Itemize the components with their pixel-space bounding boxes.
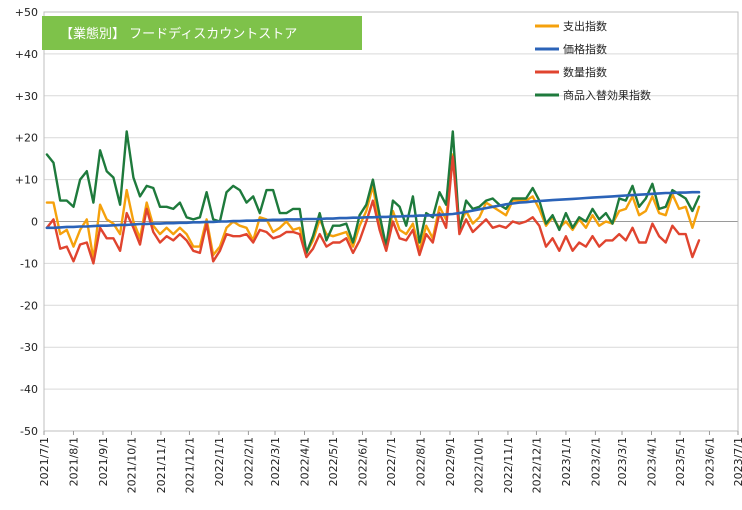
x-tick-label: 2022/3/1 bbox=[269, 437, 282, 486]
y-tick-label: +50 bbox=[15, 6, 38, 19]
y-tick-label: -20 bbox=[20, 299, 38, 312]
series-line-2 bbox=[45, 155, 701, 265]
x-tick-label: 2021/9/1 bbox=[97, 437, 110, 486]
y-tick-label: -10 bbox=[20, 257, 38, 270]
x-tick-label: 2022/9/1 bbox=[444, 437, 457, 486]
series-lines bbox=[45, 130, 701, 265]
x-tick-label: 2022/6/1 bbox=[356, 437, 369, 486]
x-tick-label: 2022/5/1 bbox=[327, 437, 340, 486]
x-tick-label: 2022/10/1 bbox=[472, 437, 485, 493]
x-tick-label: 2022/8/1 bbox=[414, 437, 427, 486]
x-tick-label: 2021/12/1 bbox=[183, 437, 196, 493]
x-tick-label: 2023/1/1 bbox=[560, 437, 573, 486]
y-tick-label: +30 bbox=[15, 90, 38, 103]
x-tick-label: 2022/12/1 bbox=[530, 437, 543, 493]
legend-label-1: 価格指数 bbox=[563, 42, 607, 56]
x-tick-label: 2022/2/1 bbox=[242, 437, 255, 486]
x-tick-label: 2022/11/1 bbox=[502, 437, 515, 493]
x-tick-label: 2021/10/1 bbox=[125, 437, 138, 493]
chart-title: 【業態別】 フードディスカウントストア bbox=[60, 26, 297, 42]
legend-label-2: 数量指数 bbox=[563, 65, 607, 79]
x-tick-label: 2021/7/1 bbox=[38, 437, 51, 486]
y-tick-label: 0 bbox=[31, 216, 38, 229]
series-line-3 bbox=[45, 130, 701, 255]
x-tick-label: 2021/8/1 bbox=[67, 437, 80, 486]
y-tick-label: +10 bbox=[15, 174, 38, 187]
legend-label-3: 商品入替効果指数 bbox=[563, 88, 651, 102]
x-tick-label: 2023/5/1 bbox=[674, 437, 687, 486]
y-tick-label: -30 bbox=[20, 341, 38, 354]
x-tick-label: 2022/7/1 bbox=[385, 437, 398, 486]
y-tick-label: -50 bbox=[20, 425, 38, 438]
x-tick-label: 2023/2/1 bbox=[589, 437, 602, 486]
x-tick-label: 2023/6/1 bbox=[703, 437, 716, 486]
chart-title-box: 【業態別】 フードディスカウントストア bbox=[42, 16, 362, 50]
x-tick-label: 2022/4/1 bbox=[298, 437, 311, 486]
series-line-1 bbox=[45, 190, 701, 230]
x-tick-label: 2023/3/1 bbox=[616, 437, 629, 486]
x-tick-label: 2021/11/1 bbox=[155, 437, 168, 493]
y-tick-label: +20 bbox=[15, 132, 38, 145]
x-tick-label: 2022/1/1 bbox=[213, 437, 226, 486]
chart-title-background bbox=[42, 16, 362, 50]
y-tick-label: +40 bbox=[15, 48, 38, 61]
legend-label-0: 支出指数 bbox=[563, 19, 607, 33]
x-tick-label: 2023/4/1 bbox=[645, 437, 658, 486]
x-tick-label: 2023/7/1 bbox=[732, 437, 742, 486]
y-tick-label: -40 bbox=[20, 383, 38, 396]
